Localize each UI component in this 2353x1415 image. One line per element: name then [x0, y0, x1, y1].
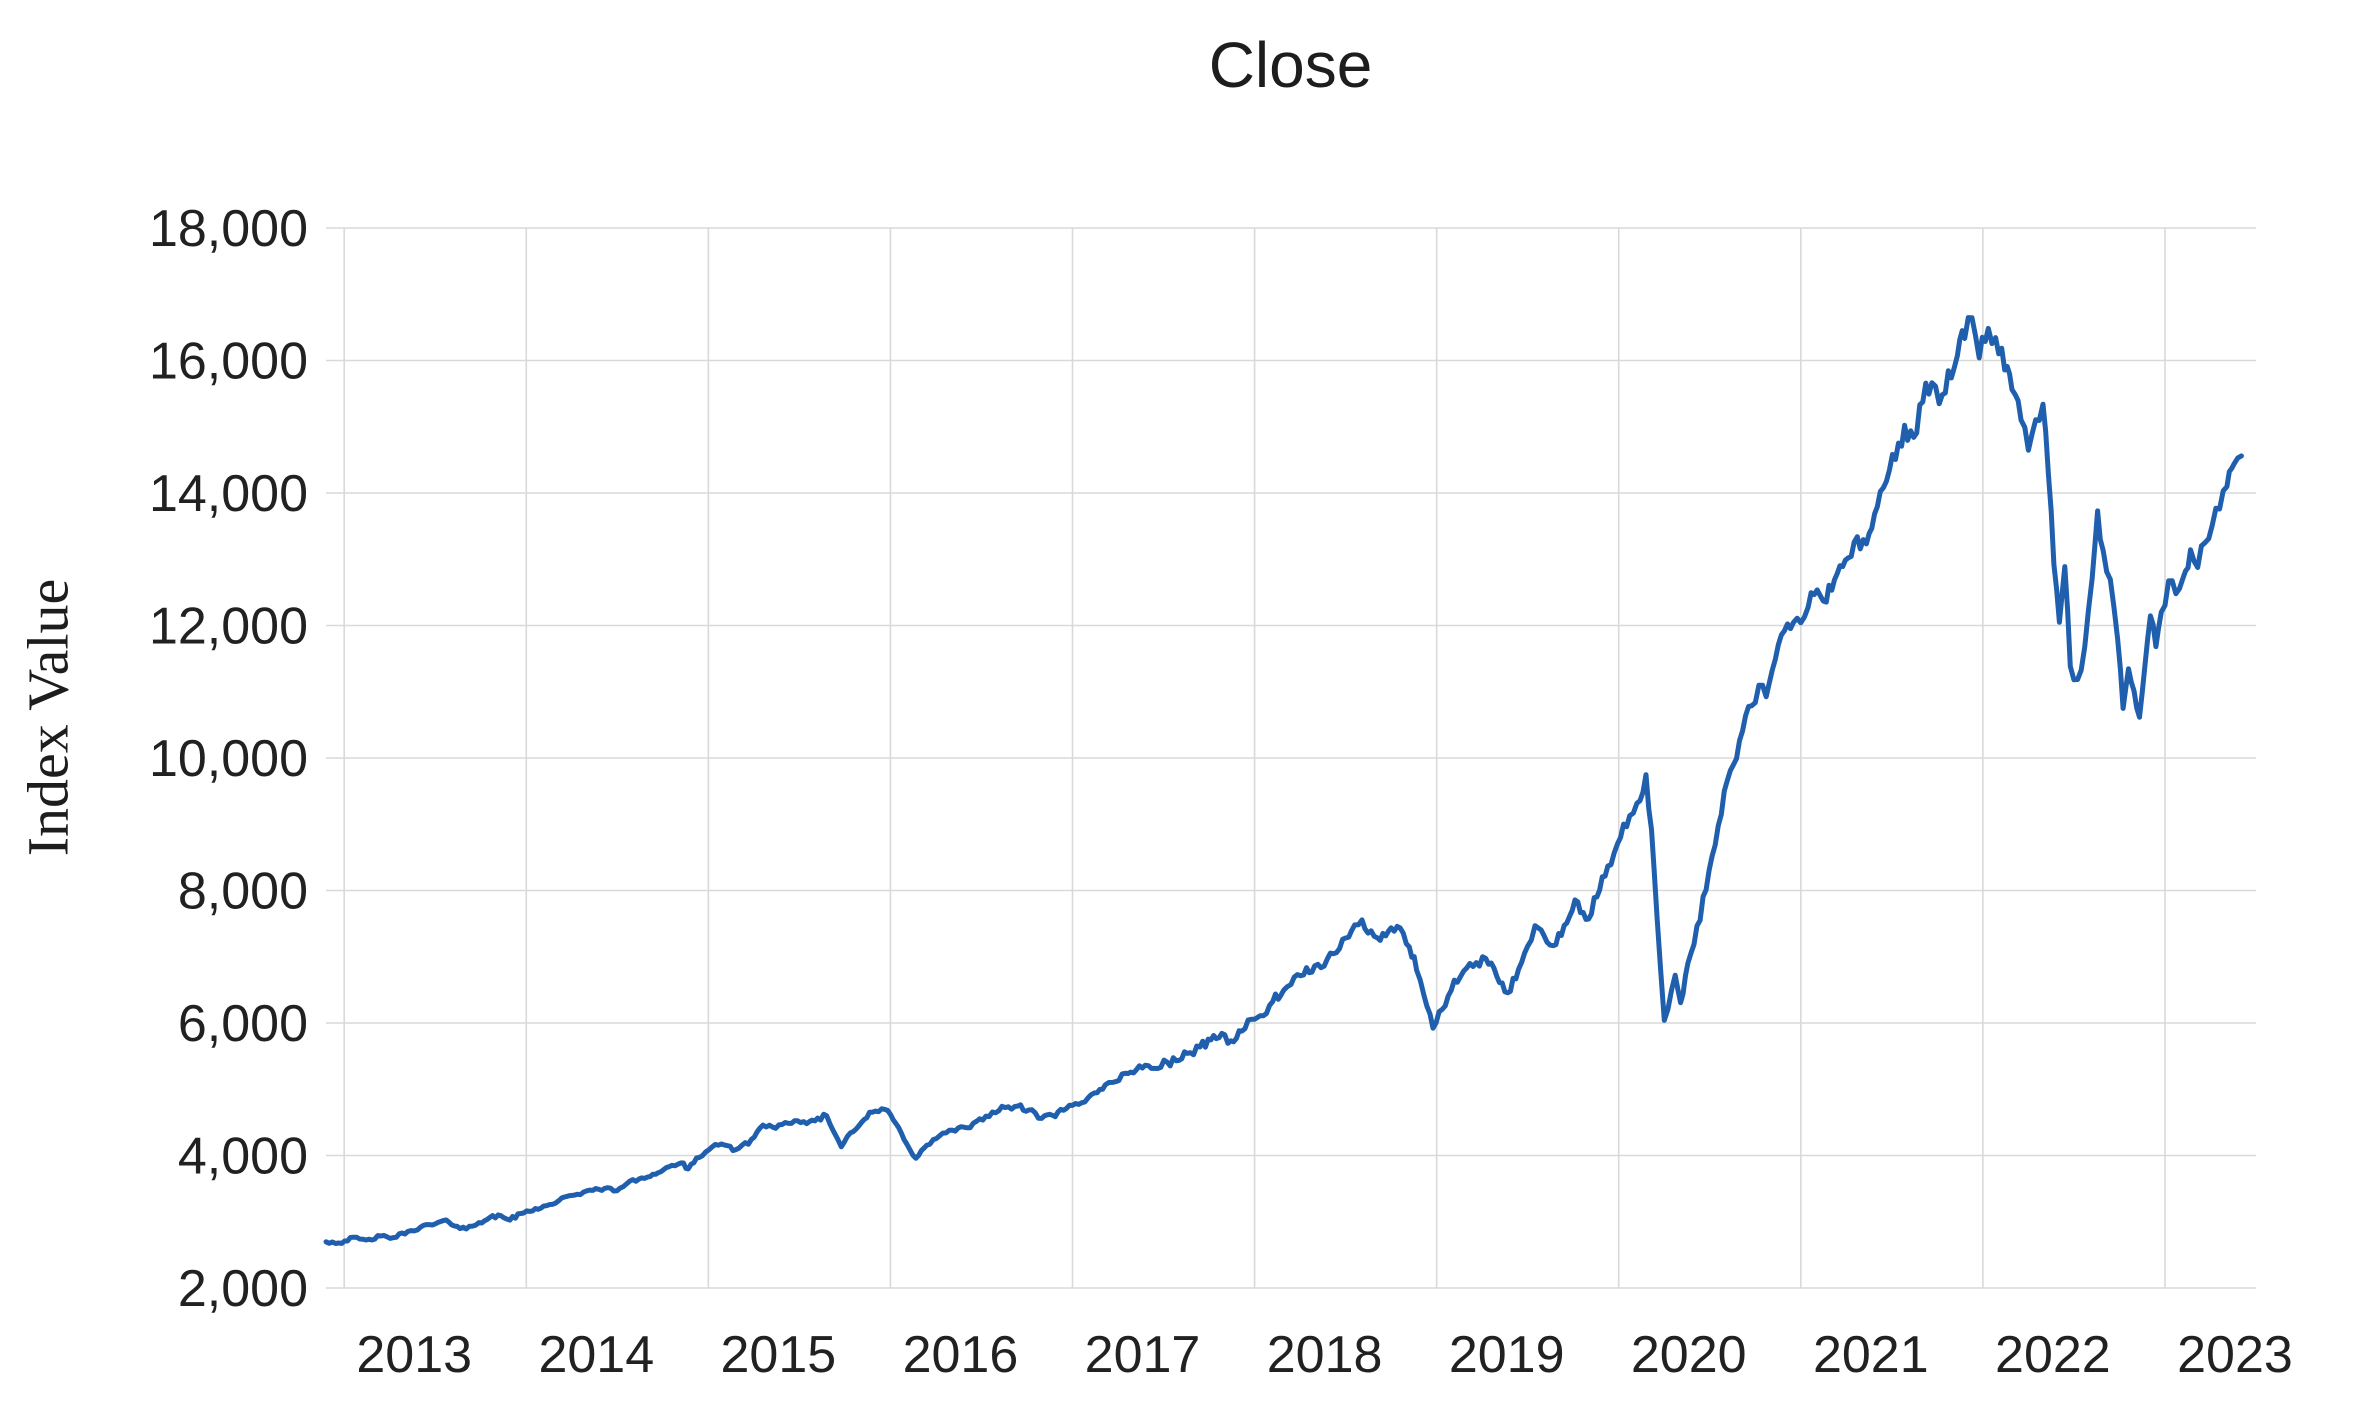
x-tick-label: 2021 — [1813, 1326, 1929, 1384]
x-tick-label: 2019 — [1449, 1326, 1565, 1384]
y-tick-label: 6,000 — [178, 995, 308, 1053]
x-tick-label: 2013 — [356, 1326, 472, 1384]
y-tick-label: 14,000 — [149, 465, 308, 523]
y-tick-label: 8,000 — [178, 863, 308, 921]
x-tick-label: 2022 — [1995, 1326, 2111, 1384]
y-tick-label: 18,000 — [149, 200, 308, 258]
y-tick-label: 12,000 — [149, 598, 308, 656]
y-tick-label: 10,000 — [149, 730, 308, 788]
x-tick-label: 2016 — [903, 1326, 1019, 1384]
x-tick-label: 2017 — [1085, 1326, 1201, 1384]
x-axis-tick-labels: 2013 2014 2015 2016 2017 2018 2019 2020 2021 2022… — [356, 1326, 2292, 1384]
close-series-line — [323, 315, 2244, 1246]
x-tick-label: 2018 — [1267, 1326, 1383, 1384]
chart-title: Close — [1208, 29, 1373, 101]
x-tick-label: 2015 — [721, 1326, 837, 1384]
x-tick-label: 2023 — [2177, 1326, 2293, 1384]
y-tick-label: 4,000 — [178, 1128, 308, 1186]
y-tick-label: 2,000 — [178, 1260, 308, 1318]
y-tick-label: 16,000 — [149, 333, 308, 391]
gridlines — [326, 227, 2256, 1289]
x-tick-label: 2014 — [538, 1326, 654, 1384]
y-axis-tick-labels: 2,000 4,000 6,000 8,000 10,000 12,000 14,000 16… — [149, 200, 308, 1318]
x-tick-label: 2020 — [1631, 1326, 1747, 1384]
